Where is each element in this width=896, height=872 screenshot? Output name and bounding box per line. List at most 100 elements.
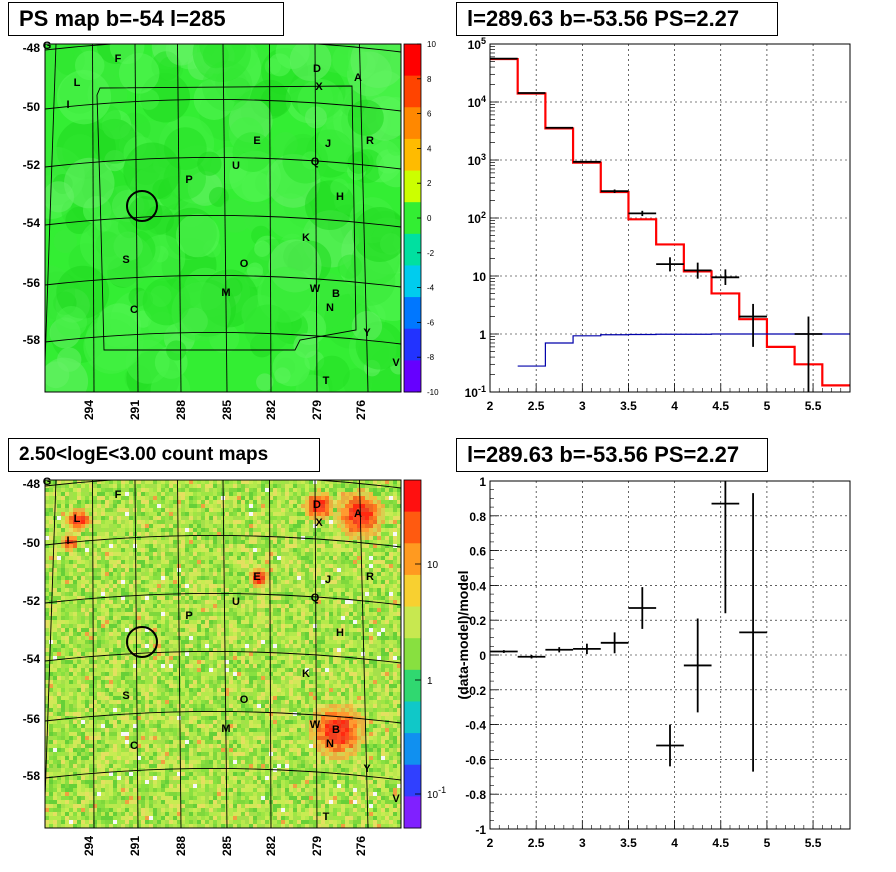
x-tick-label: 2 (487, 399, 494, 413)
residual-chart: 2 2.5 3 3.5 4 4.5 5 5.5 -1 -0.8 -0.6 -0.4 -0.2 0 0.2 0.… (455, 475, 851, 850)
x-tick-label: 5 (764, 399, 771, 413)
y-axis-label: (data-model)/model (455, 570, 471, 699)
source-label-v: V (392, 357, 400, 369)
colorbar-segment (404, 297, 421, 330)
source-label-b: B (332, 724, 340, 736)
residual-title: l=289.63 b=-53.56 PS=2.27 (456, 438, 768, 472)
source-label-m: M (221, 287, 230, 299)
y-tick-label: 0.4 (469, 579, 486, 593)
y-tick-label: 10 (473, 270, 487, 284)
lat-tick-label: -54 (23, 216, 41, 230)
source-label-r: R (366, 135, 374, 147)
lon-gridline (177, 44, 182, 392)
colorbar-tick-label: -6 (427, 318, 435, 327)
colorbar-tick-label: 4 (427, 144, 432, 153)
selected-source-circle (126, 626, 158, 658)
source-label-e: E (253, 571, 260, 583)
residual-panel: l=289.63 b=-53.56 PS=2.27 2 2.5 3 3.5 4 4.5 5 5… (448, 436, 896, 872)
source-label-a: A (354, 508, 362, 520)
colorbar-segment (404, 107, 421, 140)
y-tick-label: 0.6 (469, 545, 486, 559)
lat-tick-label: -48 (23, 477, 41, 491)
colorbar-segment (404, 733, 421, 766)
x-tick-label: 2 (487, 836, 494, 850)
y-tick-label: 0 (479, 649, 486, 663)
colorbar-tick-label: -2 (427, 249, 435, 258)
source-label-d: D (313, 63, 321, 75)
source-label-o: O (240, 694, 249, 706)
lon-tick-label: 291 (128, 400, 142, 420)
count-map-panel: 2.50<logE<3.00 count maps G F D A L X I R E J U Q P H… (0, 436, 448, 872)
lon-tick-label: 288 (174, 836, 188, 856)
lat-tick-label: -58 (23, 769, 41, 783)
source-label-v: V (392, 793, 400, 805)
y-tick-label: 0.2 (469, 614, 486, 628)
lon-tick-label: 294 (82, 400, 96, 420)
lon-gridline (222, 480, 228, 828)
lon-gridline (269, 44, 272, 392)
lat-gridline (45, 332, 401, 345)
source-label-h: H (336, 627, 344, 639)
y-tick-label: 1 (479, 328, 486, 342)
source-label-n: N (326, 302, 334, 314)
roi-boundary (96, 85, 357, 351)
source-label-q: Q (311, 592, 320, 604)
colorbar-tick-label: -10 (427, 388, 439, 397)
source-label-p: P (185, 610, 192, 622)
source-label-f: F (115, 53, 122, 65)
x-tick-label: 3 (579, 836, 586, 850)
source-label-m: M (221, 723, 230, 735)
colorbar-segment (404, 170, 421, 203)
y-tick-label: 10-1 (465, 384, 486, 400)
lat-gridline (45, 535, 401, 548)
map-frame (44, 479, 402, 829)
lat-gridline (45, 593, 401, 606)
lon-tick-label: 276 (354, 836, 368, 856)
y-tick-label: 102 (468, 210, 486, 226)
lon-tick-label: 285 (220, 836, 234, 856)
source-label-t: T (323, 811, 330, 823)
y-tick-label: 1 (479, 475, 486, 489)
x-tick-label: 4 (671, 836, 678, 850)
lat-gridline (45, 157, 401, 170)
lat-gridline (45, 711, 401, 724)
lon-gridline (269, 480, 272, 828)
source-label-q: Q (311, 156, 320, 168)
y-tick-label: -0.4 (465, 719, 486, 733)
source-label-x: X (315, 517, 323, 529)
colorbar-tick-label: 0 (427, 214, 432, 223)
colorbar-segment (404, 44, 421, 77)
lon-gridline (222, 44, 228, 392)
lon-tick-label: 279 (310, 836, 324, 856)
source-label-c: C (130, 304, 138, 316)
lat-gridline (45, 275, 401, 288)
x-tick-label: 4.5 (712, 836, 729, 850)
colorbar-segment (404, 764, 421, 797)
colorbar-segment (404, 328, 421, 361)
colorbar-tick-label: 2 (427, 179, 432, 188)
x-tick-label: 3.5 (620, 399, 637, 413)
colorbar-segment (404, 669, 421, 702)
colorbar-tick-label: -8 (427, 353, 435, 362)
y-tick-label: -0.8 (465, 788, 486, 802)
lat-tick-label: -48 (23, 41, 41, 55)
lat-tick-label: -54 (23, 652, 41, 666)
lon-tick-label: 282 (264, 400, 278, 420)
colorbar-tick-label: 6 (427, 110, 432, 119)
lat-gridline (45, 44, 401, 53)
colorbar-segment (404, 511, 421, 544)
source-label-k: K (302, 668, 310, 680)
x-tick-label: 2.5 (528, 836, 545, 850)
lon-gridline (314, 480, 318, 828)
x-tick-label: 3.5 (620, 836, 637, 850)
source-label-u: U (232, 596, 240, 608)
source-label-a: A (354, 72, 362, 84)
source-label-n: N (326, 738, 334, 750)
source-label-j: J (325, 138, 331, 150)
source-label-f: F (115, 489, 122, 501)
source-label-c: C (130, 740, 138, 752)
x-tick-label: 5.5 (805, 836, 822, 850)
map-frame (44, 43, 402, 393)
lat-gridline (45, 99, 401, 112)
x-tick-label: 4.5 (712, 399, 729, 413)
